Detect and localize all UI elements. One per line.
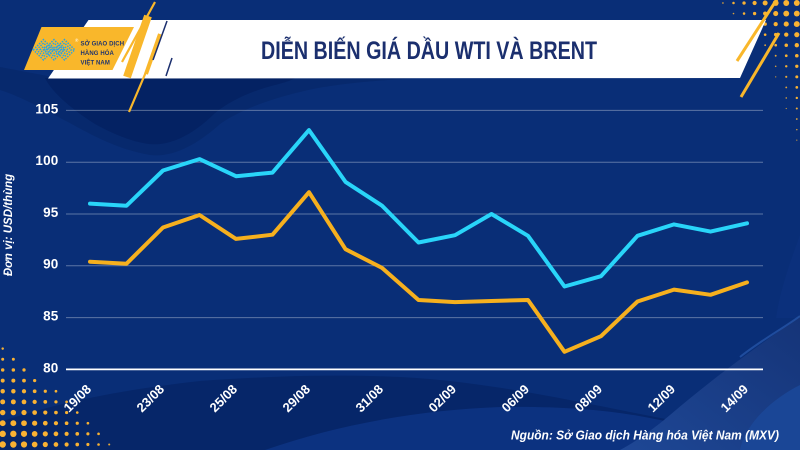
svg-text:90: 90 — [43, 257, 58, 272]
svg-text:Đơn vị: USD/thùng: Đơn vị: USD/thùng — [3, 174, 15, 276]
svg-text:HÀNG HÓA: HÀNG HÓA — [81, 49, 115, 57]
svg-text:105: 105 — [35, 101, 58, 116]
svg-text:85: 85 — [43, 309, 59, 324]
svg-text:®: ® — [75, 37, 79, 43]
svg-text:100: 100 — [35, 153, 58, 168]
svg-text:SỞ GIAO DỊCH: SỞ GIAO DỊCH — [81, 41, 125, 48]
svg-text:80: 80 — [43, 360, 58, 375]
svg-text:DIỄN BIẾN GIÁ DẦU WTI VÀ BRENT: DIỄN BIẾN GIÁ DẦU WTI VÀ BRENT — [261, 35, 597, 65]
svg-text:95: 95 — [43, 205, 59, 220]
svg-text:Nguồn: Sở Giao dịch Hàng hóa V: Nguồn: Sở Giao dịch Hàng hóa Việt Nam (M… — [511, 429, 779, 443]
svg-text:VIỆT NAM: VIỆT NAM — [81, 59, 110, 67]
